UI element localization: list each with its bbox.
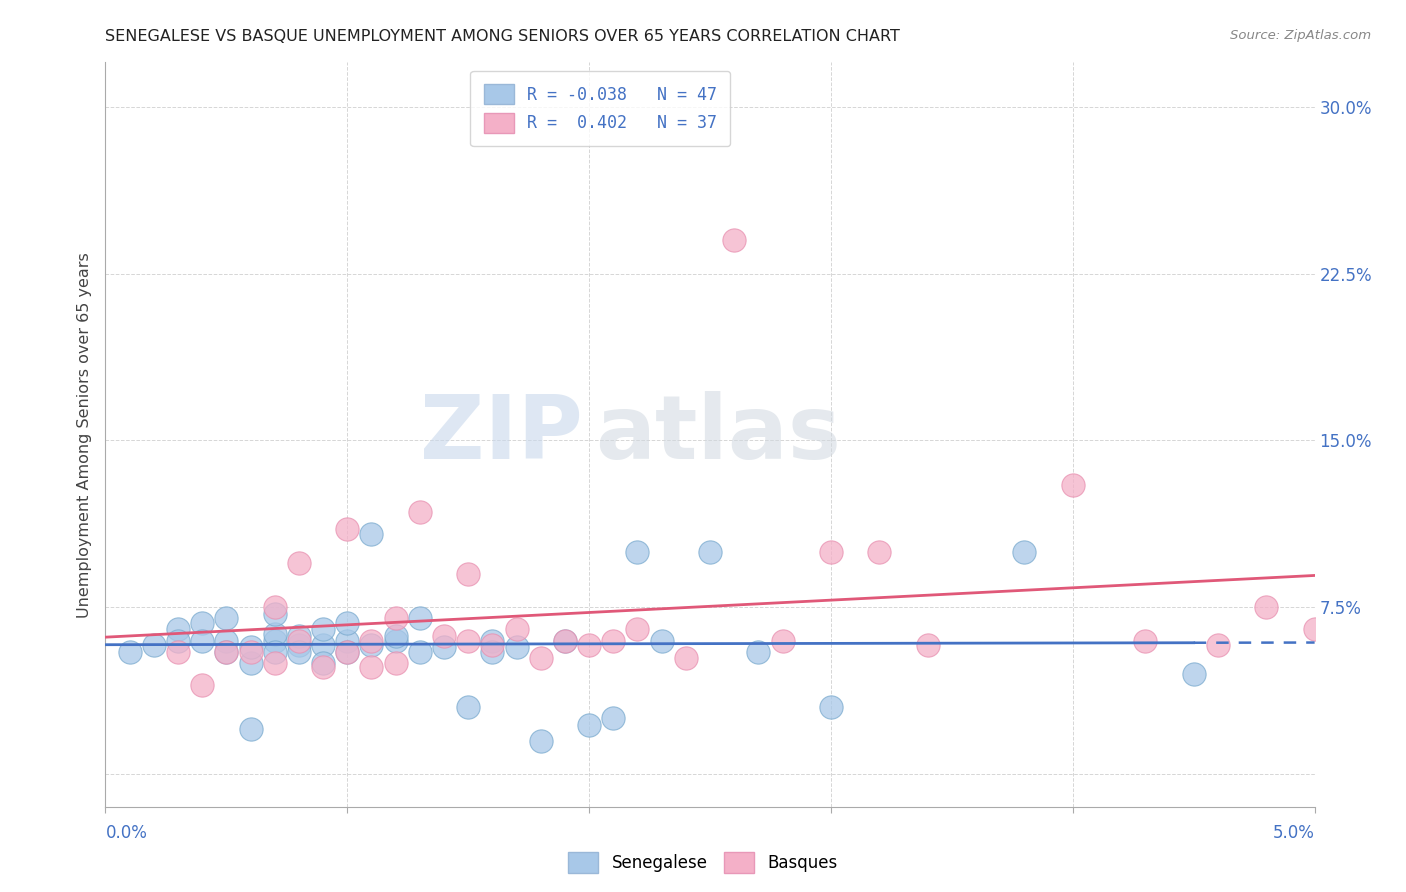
Point	[312, 638, 335, 652]
Point	[239, 656, 262, 670]
Point	[1135, 633, 1157, 648]
Point	[1303, 623, 1326, 637]
Point	[263, 645, 285, 659]
Point	[360, 633, 382, 648]
Point	[481, 645, 503, 659]
Point	[1014, 544, 1036, 558]
Point	[433, 640, 456, 655]
Point	[263, 656, 285, 670]
Point	[288, 638, 311, 652]
Legend: R = -0.038   N = 47, R =  0.402   N = 37: R = -0.038 N = 47, R = 0.402 N = 37	[471, 70, 731, 146]
Point	[384, 611, 406, 625]
Point	[215, 645, 238, 659]
Point	[772, 633, 794, 648]
Text: SENEGALESE VS BASQUE UNEMPLOYMENT AMONG SENIORS OVER 65 YEARS CORRELATION CHART: SENEGALESE VS BASQUE UNEMPLOYMENT AMONG …	[105, 29, 900, 44]
Point	[167, 623, 190, 637]
Point	[554, 633, 576, 648]
Point	[1062, 478, 1084, 492]
Point	[699, 544, 721, 558]
Point	[626, 623, 648, 637]
Point	[384, 656, 406, 670]
Text: ZIP: ZIP	[420, 392, 583, 478]
Point	[312, 623, 335, 637]
Point	[215, 633, 238, 648]
Point	[578, 718, 600, 732]
Point	[239, 640, 262, 655]
Point	[191, 615, 214, 630]
Point	[651, 633, 673, 648]
Point	[1182, 666, 1205, 681]
Point	[288, 629, 311, 643]
Point	[409, 645, 432, 659]
Point	[433, 629, 456, 643]
Point	[239, 723, 262, 737]
Point	[263, 633, 285, 648]
Text: atlas: atlas	[595, 392, 841, 478]
Point	[626, 544, 648, 558]
Point	[917, 638, 939, 652]
Point	[457, 700, 479, 714]
Point	[820, 544, 842, 558]
Point	[288, 633, 311, 648]
Point	[288, 645, 311, 659]
Point	[747, 645, 769, 659]
Point	[409, 504, 432, 518]
Point	[312, 660, 335, 674]
Point	[578, 638, 600, 652]
Point	[723, 233, 745, 247]
Point	[457, 633, 479, 648]
Point	[360, 638, 382, 652]
Point	[336, 645, 359, 659]
Point	[554, 633, 576, 648]
Point	[675, 651, 697, 665]
Text: 0.0%: 0.0%	[105, 824, 148, 842]
Legend: Senegalese, Basques: Senegalese, Basques	[561, 846, 845, 880]
Point	[215, 611, 238, 625]
Point	[118, 645, 141, 659]
Y-axis label: Unemployment Among Seniors over 65 years: Unemployment Among Seniors over 65 years	[77, 252, 93, 618]
Point	[336, 645, 359, 659]
Point	[142, 638, 165, 652]
Point	[360, 526, 382, 541]
Point	[530, 651, 553, 665]
Point	[602, 711, 624, 725]
Text: 5.0%: 5.0%	[1272, 824, 1315, 842]
Point	[868, 544, 890, 558]
Point	[820, 700, 842, 714]
Point	[336, 522, 359, 536]
Point	[288, 556, 311, 570]
Point	[1206, 638, 1229, 652]
Point	[167, 645, 190, 659]
Point	[481, 633, 503, 648]
Point	[384, 633, 406, 648]
Point	[505, 623, 527, 637]
Point	[336, 633, 359, 648]
Point	[409, 611, 432, 625]
Point	[481, 638, 503, 652]
Point	[191, 678, 214, 692]
Point	[263, 607, 285, 621]
Point	[1256, 600, 1278, 615]
Point	[384, 629, 406, 643]
Point	[312, 656, 335, 670]
Point	[602, 633, 624, 648]
Point	[360, 660, 382, 674]
Point	[530, 733, 553, 747]
Point	[263, 600, 285, 615]
Point	[457, 566, 479, 581]
Text: Source: ZipAtlas.com: Source: ZipAtlas.com	[1230, 29, 1371, 42]
Point	[215, 645, 238, 659]
Point	[505, 640, 527, 655]
Point	[239, 645, 262, 659]
Point	[191, 633, 214, 648]
Point	[336, 615, 359, 630]
Point	[263, 627, 285, 641]
Point	[167, 633, 190, 648]
